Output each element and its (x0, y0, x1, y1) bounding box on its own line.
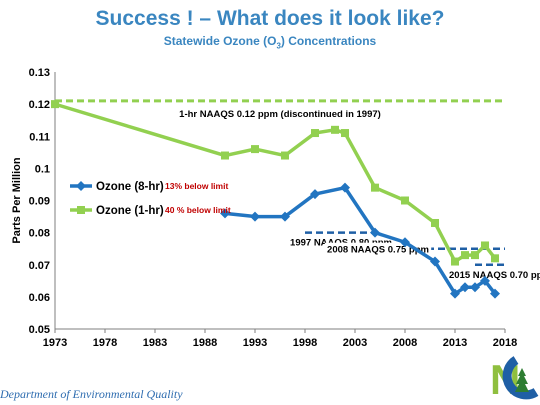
data-point (480, 275, 490, 286)
y-tick-label: 0.12 (29, 99, 50, 111)
nc-logo: N (490, 356, 539, 400)
data-point (471, 251, 479, 260)
x-tick-label: 1983 (143, 337, 167, 349)
data-point (310, 189, 320, 200)
x-tick-label: 1993 (243, 337, 267, 349)
footer-org-name: Department of Environmental Quality (0, 387, 183, 401)
data-point (400, 237, 410, 248)
data-point (470, 282, 480, 293)
data-point (481, 241, 489, 250)
legend-note: 40 % below limit (165, 205, 231, 215)
legend-label: Ozone (8-hr) (96, 181, 164, 193)
x-tick-label: 1973 (43, 337, 67, 349)
data-point (311, 129, 319, 138)
legend-marker (77, 206, 85, 214)
data-point (251, 145, 259, 154)
x-tick-label: 1998 (293, 337, 317, 349)
standard-label: 1-hr NAAQS 0.12 ppm (discontinued in 199… (179, 109, 381, 120)
ozone-chart: 0.05 0.06 0.07 0.08 0.09 0.1 0.11 0.12 0.13 1973 1… (11, 67, 540, 349)
data-point (280, 211, 290, 222)
data-point (401, 196, 409, 205)
tree-icon (515, 368, 529, 392)
data-point (340, 182, 350, 193)
y-tick-label: 0.06 (29, 292, 50, 304)
x-tick-label: 2018 (493, 337, 517, 349)
data-point (431, 218, 439, 227)
subtitle-subscript: 3 (276, 41, 281, 51)
data-point (450, 288, 460, 299)
data-point (371, 183, 379, 192)
data-point (451, 257, 459, 266)
subtitle-prefix: Statewide Ozone (O (163, 34, 277, 48)
data-point (331, 125, 339, 134)
y-tick-label: 0.11 (29, 131, 50, 143)
data-point (51, 100, 59, 109)
x-tick-label: 2008 (393, 337, 417, 349)
legend-note: 13% below limit (165, 181, 228, 191)
y-tick-label: 0.13 (29, 67, 50, 79)
chart-subtitle: Statewide Ozone (O3) Concentrations (0, 34, 540, 50)
y-tick-label: 0.05 (29, 324, 50, 336)
standard-label: 2008 NAAQS 0.75 ppm (327, 245, 429, 256)
legend-label: Ozone (1-hr) (96, 205, 164, 217)
data-point (341, 129, 349, 138)
legend-marker (76, 181, 86, 191)
logo-letter-c (502, 356, 539, 400)
x-tick-label: 1978 (93, 337, 117, 349)
x-tick-label: 1988 (193, 337, 217, 349)
x-tick-label: 2003 (343, 337, 367, 349)
data-point (491, 254, 499, 263)
data-point (250, 211, 260, 222)
subtitle-suffix: ) Concentrations (280, 34, 377, 48)
chart-title: Success ! – What does it look like? (95, 7, 445, 30)
y-tick-label: 0.09 (29, 196, 50, 208)
data-point (460, 282, 470, 293)
y-axis-label: Parts Per Million (11, 157, 23, 243)
standard-label: 2015 NAAQS 0.70 ppm (449, 270, 540, 281)
data-point (461, 251, 469, 260)
data-point (221, 151, 229, 160)
x-tick-label: 2013 (443, 337, 467, 349)
data-point (430, 256, 440, 267)
data-point (220, 208, 230, 219)
data-point (281, 151, 289, 160)
data-point (370, 227, 380, 238)
y-tick-label: 0.07 (29, 260, 50, 272)
data-point (490, 288, 500, 299)
y-tick-label: 0.1 (35, 163, 50, 175)
y-tick-label: 0.08 (29, 228, 50, 240)
